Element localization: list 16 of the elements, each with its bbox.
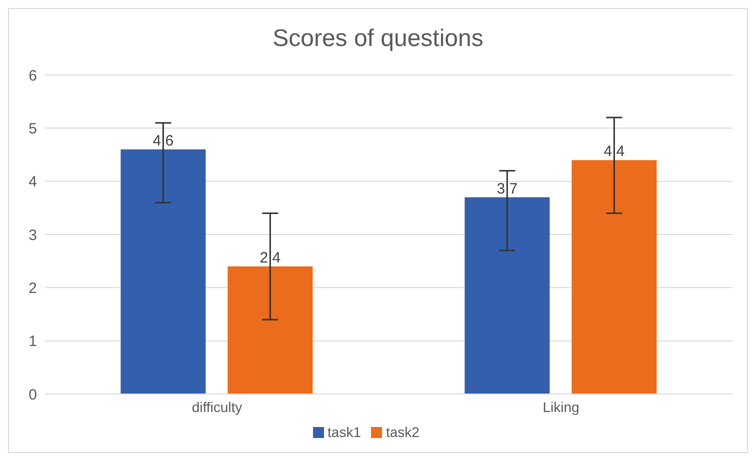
y-tick-label: 6 — [28, 67, 37, 84]
bar — [572, 160, 657, 394]
x-tick-label: difficulty — [192, 398, 242, 415]
y-tick-label: 3 — [28, 226, 37, 244]
bar — [464, 197, 550, 394]
x-tick-label: Liking — [542, 398, 580, 415]
chart-title: Scores of questions — [272, 24, 484, 54]
y-tick-label: 2 — [28, 280, 37, 297]
y-tick-label: 1 — [28, 333, 37, 350]
legend-label: task1 — [328, 424, 361, 440]
bar — [120, 149, 206, 394]
y-tick-label: 5 — [28, 120, 37, 138]
y-tick-label: 0 — [28, 386, 37, 404]
bar — [228, 266, 313, 394]
y-tick-label: 4 — [28, 174, 37, 191]
legend-label: task2 — [386, 424, 420, 440]
